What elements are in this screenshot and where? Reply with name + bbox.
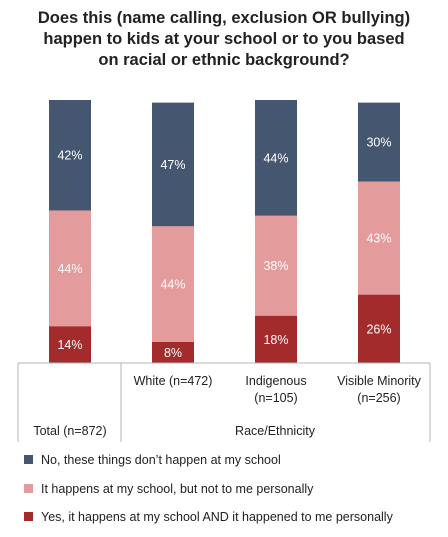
category-label-visible-minority-n-256-line-1: Visible Minority <box>337 374 422 388</box>
legend-item-yes: Yes, it happens at my school AND it happ… <box>24 510 444 524</box>
legend-item-not-me: It happens at my school, but not to me p… <box>24 482 444 496</box>
bar-visible-minority-n-256-series-0 <box>358 294 400 363</box>
chart-title: Does this (name calling, exclusion OR bu… <box>0 8 448 71</box>
legend-swatch-no <box>24 455 33 464</box>
chart-title-line-3: on racial or ethnic background? <box>98 51 350 69</box>
bar-total-n-872-series-2 <box>49 100 91 211</box>
chart-title-line-1: Does this (name calling, exclusion OR bu… <box>37 9 411 27</box>
bar-indigenous-n-105-series-0 <box>255 315 297 363</box>
data-label-visible-minority-n-256-series-0: 26% <box>366 322 391 336</box>
data-label-total-n-872-series-1: 44% <box>57 262 82 276</box>
category-label-white-n-472: White (n=472) <box>134 374 213 388</box>
data-label-indigenous-n-105-series-0: 18% <box>263 333 288 347</box>
category-label-indigenous-n-105-line-2: (n=105) <box>254 391 297 405</box>
data-label-white-n-472-series-2: 47% <box>160 158 185 172</box>
data-label-total-n-872-series-0: 14% <box>57 338 82 352</box>
category-label-indigenous-n-105-line-1: Indigenous <box>245 374 306 388</box>
data-label-total-n-872-series-2: 42% <box>57 149 82 163</box>
category-label-total-n-872: Total (n=872) <box>33 424 106 438</box>
bar-total-n-872-series-1 <box>49 210 91 327</box>
data-label-visible-minority-n-256-series-2: 30% <box>366 136 391 150</box>
legend-swatch-not-me <box>24 484 33 493</box>
category-group-label: Race/Ethnicity <box>235 424 316 438</box>
bar-white-n-472-series-1 <box>152 226 194 342</box>
data-label-visible-minority-n-256-series-1: 43% <box>366 232 391 246</box>
legend-swatch-yes <box>24 512 33 521</box>
legend-item-no: No, these things don’t happen at my scho… <box>24 453 444 467</box>
bar-visible-minority-n-256-series-2 <box>358 102 400 182</box>
data-label-white-n-472-series-1: 44% <box>160 278 185 292</box>
legend-label-no: No, these things don’t happen at my scho… <box>41 453 281 467</box>
bar-indigenous-n-105-series-2 <box>255 100 297 216</box>
bar-visible-minority-n-256-series-1 <box>358 181 400 295</box>
data-label-white-n-472-series-0: 8% <box>164 346 182 360</box>
bar-total-n-872-series-0 <box>49 326 91 363</box>
category-label-visible-minority-n-256-line-2: (n=256) <box>357 391 400 405</box>
legend-label-yes: Yes, it happens at my school AND it happ… <box>41 510 393 524</box>
legend-label-not-me: It happens at my school, but not to me p… <box>41 482 314 496</box>
data-label-indigenous-n-105-series-2: 44% <box>263 151 288 165</box>
data-label-indigenous-n-105-series-1: 38% <box>263 259 288 273</box>
chart-title-line-2: happen to kids at your school or to you … <box>43 30 405 48</box>
bar-indigenous-n-105-series-1 <box>255 215 297 316</box>
bar-white-n-472-series-2 <box>152 102 194 227</box>
bar-white-n-472-series-0 <box>152 341 194 363</box>
